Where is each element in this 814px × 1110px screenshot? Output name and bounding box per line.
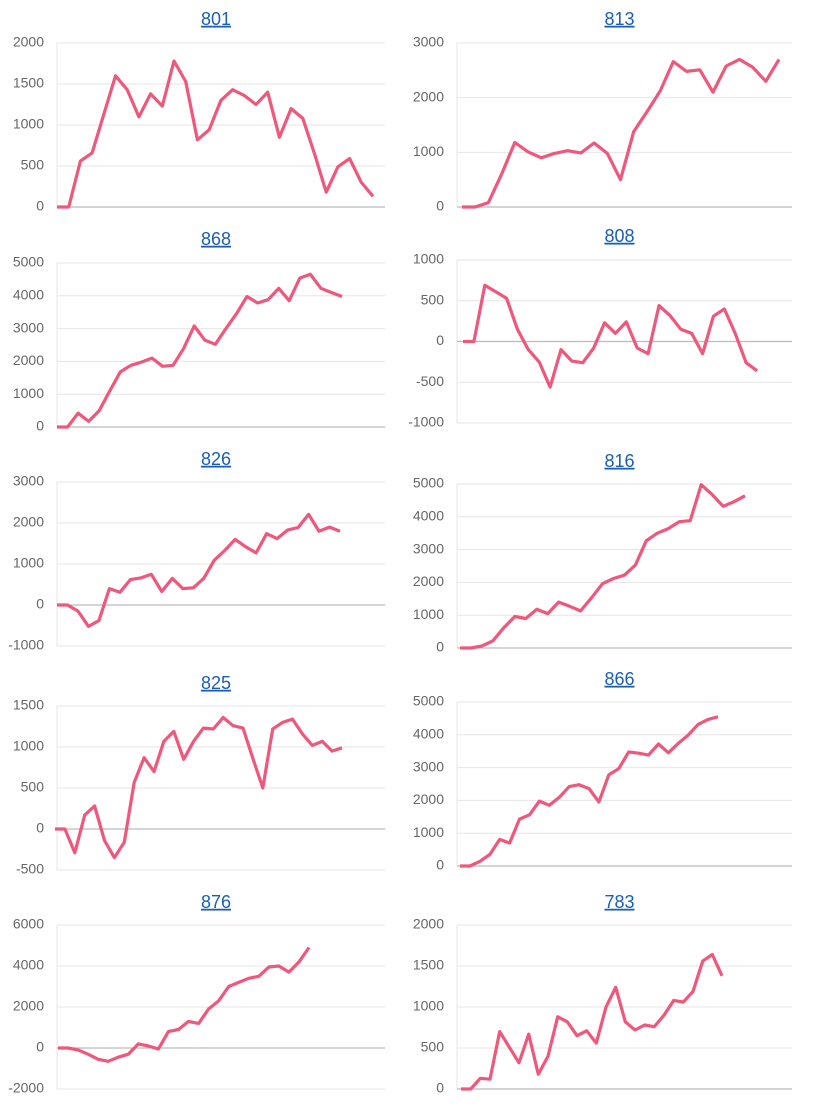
y-tick-label: 0 [36,596,44,612]
y-tick-label: 2000 [413,88,444,104]
y-tick-label: 1000 [13,116,44,132]
y-tick-label: 2000 [13,34,44,50]
y-tick-label: 1000 [413,998,444,1014]
chart-title[interactable]: 866 [604,669,634,689]
chart-title[interactable]: 868 [201,229,231,249]
y-tick-label: 3000 [13,473,44,489]
y-tick-label: 4000 [13,957,44,973]
chart-title[interactable]: 816 [604,451,634,471]
y-tick-label: 3000 [413,34,444,50]
y-tick-label: 2000 [13,352,44,368]
y-tick-label: 0 [36,1039,44,1055]
chart-title[interactable]: 801 [201,9,231,29]
y-tick-label: 1000 [413,251,444,267]
y-tick-label: 0 [36,418,44,434]
y-tick-label: 0 [436,1080,444,1096]
series-line [57,272,343,429]
y-tick-label: 2000 [13,514,44,530]
y-tick-label: 5000 [413,693,444,709]
series-line [461,952,724,1091]
y-tick-label: 500 [21,157,45,173]
chart-title[interactable]: 826 [201,449,231,469]
y-tick-label: -500 [416,373,444,389]
series-line [463,283,758,389]
y-tick-label: 2000 [413,573,444,589]
y-tick-label: -1000 [8,637,44,653]
y-tick-label: 3000 [13,319,44,335]
y-tick-label: 0 [436,332,444,348]
series-line [460,483,746,650]
chart-title[interactable]: 783 [604,892,634,912]
y-tick-label: 1000 [413,824,444,840]
y-tick-label: 0 [436,639,444,655]
y-tick-label: 1000 [13,385,44,401]
y-tick-label: 0 [436,198,444,214]
series-line [57,512,341,628]
y-tick-label: 1000 [413,143,444,159]
y-tick-label: 4000 [13,287,44,303]
y-tick-label: 5000 [413,475,444,491]
y-tick-label: 0 [36,820,44,836]
series-line [55,715,343,860]
y-tick-label: 1000 [413,606,444,622]
y-tick-label: -500 [16,861,44,877]
series-line [57,59,375,209]
y-tick-label: 5000 [13,254,44,270]
chart-title[interactable]: 876 [201,892,231,912]
series-line [460,715,719,868]
series-line [462,57,781,209]
y-tick-label: 4000 [413,508,444,524]
y-tick-label: 500 [21,779,45,795]
y-tick-label: 1000 [13,555,44,571]
chart-title[interactable]: 813 [604,9,634,29]
y-tick-label: 500 [421,1039,445,1055]
y-tick-label: 1500 [13,697,44,713]
chart-title[interactable]: 825 [201,673,231,693]
y-tick-label: 3000 [413,758,444,774]
y-tick-label: 1500 [413,957,444,973]
series-line [58,946,311,1063]
y-tick-label: 1000 [13,738,44,754]
y-tick-label: -1000 [408,414,444,430]
y-tick-label: 4000 [413,726,444,742]
y-tick-label: 2000 [413,791,444,807]
y-tick-label: 1500 [13,75,44,91]
y-tick-label: 0 [36,198,44,214]
y-tick-label: 2000 [413,916,444,932]
y-tick-label: 0 [436,857,444,873]
y-tick-label: 6000 [13,916,44,932]
y-tick-label: 3000 [413,540,444,556]
y-tick-label: 500 [421,291,445,307]
y-tick-label: -2000 [8,1080,44,1096]
chart-title[interactable]: 808 [604,226,634,246]
y-tick-label: 2000 [13,998,44,1014]
